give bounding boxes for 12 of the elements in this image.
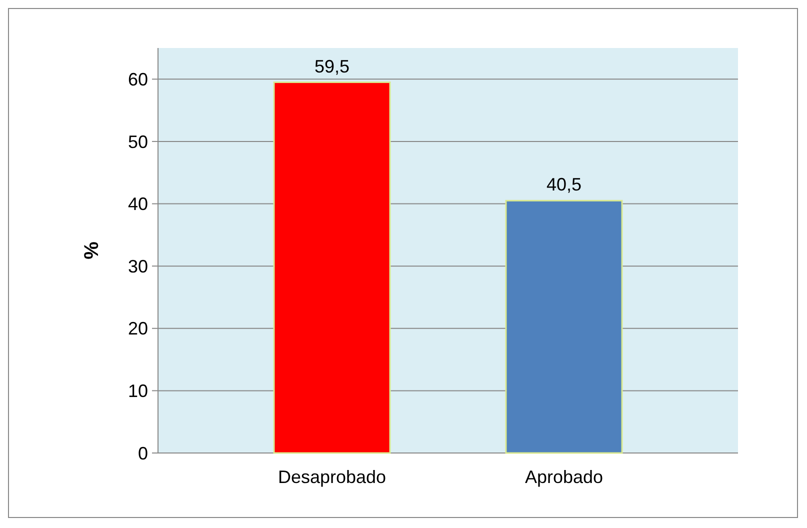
- y-tick-label: 10: [128, 380, 148, 401]
- y-tick-label: 20: [128, 318, 148, 339]
- data-label: 59,5: [314, 56, 350, 76]
- y-tick-label: 30: [128, 256, 148, 276]
- x-tick-label: Aprobado: [524, 467, 604, 487]
- y-tick-label: 0: [138, 443, 148, 464]
- y-axis-title: %: [81, 241, 103, 260]
- y-tick-label: 50: [128, 132, 148, 152]
- x-tick-label: Desaprobado: [278, 467, 386, 487]
- data-label: 40,5: [546, 174, 582, 195]
- y-tick-label: 40: [128, 194, 148, 214]
- y-tick-label: 60: [128, 69, 148, 90]
